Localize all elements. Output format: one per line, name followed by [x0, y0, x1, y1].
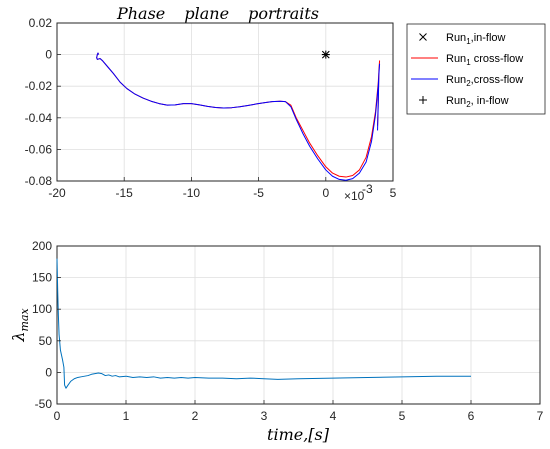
marker-plus: [321, 50, 330, 59]
top-title: Phase plane portraits: [116, 4, 319, 23]
y-tick-label: 100: [32, 302, 52, 316]
top-y-ticks: 0.02 0 -0.02 -0.04 -0.06 -0.08: [25, 16, 61, 188]
y-tick-label: 50: [39, 334, 53, 348]
x-tick-label: 1: [123, 409, 130, 423]
x-exponent-power: -3: [362, 182, 373, 196]
top-x-ticks: -20 -15 -10 -5 0 5: [48, 177, 397, 200]
y-tick-label: -0.08: [25, 174, 53, 188]
bottom-y-label: λmax: [9, 308, 31, 343]
legend: Run1,in-flow Run1 cross-flow Run2,cross-fl…: [406, 23, 546, 115]
phase-plot: -20 -15 -10 -5 0 5 0.020-0.02-0.04-0.06-0.08 …: [25, 4, 397, 203]
legend-item: Run2, in-flow: [419, 95, 509, 109]
x-tick-label: -10: [183, 186, 201, 200]
legend-item: Run1 cross-flow: [411, 53, 523, 67]
bottom-axes-box: [56, 245, 541, 405]
y-tick-label: -0.02: [25, 79, 53, 93]
bottom-y-ticks: 200 150 100 50 0 -50: [32, 239, 61, 411]
y-tick-label: -0.06: [25, 142, 53, 156]
x-tick-label: 5: [390, 186, 397, 200]
y-tick-label: -0.04: [25, 111, 53, 125]
legend-box: [406, 23, 546, 115]
series-line: [56, 258, 471, 389]
legend-label: Run1,in-flow: [446, 32, 506, 46]
legend-label: Run1 cross-flow: [446, 53, 523, 67]
series-line: [96, 52, 381, 181]
y-label-main: λ: [9, 332, 28, 343]
top-markers: [321, 50, 330, 59]
y-label-sub: max: [18, 308, 31, 332]
top-axes-box: [56, 22, 394, 182]
y-tick-label: 150: [32, 271, 52, 285]
svg-text:λmax: λmax: [9, 308, 31, 343]
x-tick-label: -5: [253, 186, 264, 200]
bottom-series: [56, 258, 471, 389]
y-tick-label: 0.02: [29, 16, 53, 30]
x-tick-label: 2: [192, 409, 199, 423]
y-tick-label: 0: [45, 48, 52, 62]
y-tick-label: 0: [45, 365, 52, 379]
x-tick-label: 0: [322, 186, 329, 200]
x-exponent-label: ×10 -3: [344, 182, 373, 203]
bottom-x-label: time,[s]: [267, 425, 330, 444]
x-tick-label: 4: [330, 409, 337, 423]
x-tick-label: 3: [261, 409, 268, 423]
x-tick-label: -15: [116, 186, 134, 200]
y-tick-label: -50: [35, 397, 53, 411]
legend-marker-x: [419, 33, 427, 41]
legend-label: Run2,cross-flow: [446, 74, 523, 88]
x-tick-label: 5: [399, 409, 406, 423]
legend-label: Run2, in-flow: [446, 95, 509, 109]
top-series: [96, 52, 381, 181]
x-tick-label: 7: [537, 409, 544, 423]
x-exponent-base: ×10: [344, 189, 365, 203]
legend-item: Run1,in-flow: [419, 32, 506, 46]
legend-item: Run2,cross-flow: [411, 74, 523, 88]
y-tick-label: 200: [32, 239, 52, 253]
x-tick-label: 0: [54, 409, 61, 423]
x-tick-label: -20: [48, 186, 66, 200]
bottom-x-ticks: 0 1 2 3 4 5 6 7: [54, 400, 544, 423]
legend-marker-plus: [419, 96, 427, 104]
x-tick-label: 6: [468, 409, 475, 423]
